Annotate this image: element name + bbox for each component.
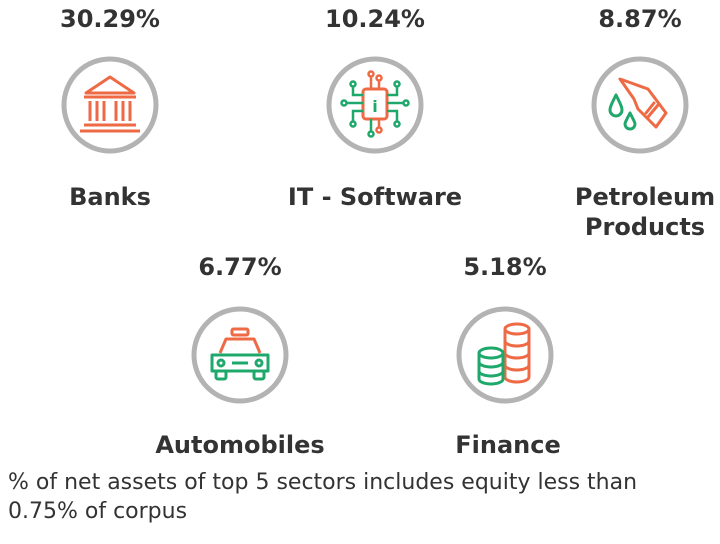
chip-icon: i (325, 55, 425, 155)
coins-icon (455, 305, 555, 405)
svg-text:i: i (372, 97, 377, 116)
sector-name-finance: Finance (455, 431, 561, 459)
sector-percent-petroleum-products: 8.87% (598, 5, 682, 33)
sector-name-banks: Banks (69, 183, 151, 211)
sector-percent-banks: 30.29% (60, 5, 160, 33)
sector-name-petroleum-products: Petroleum Products (535, 182, 720, 242)
bank-icon (60, 55, 160, 155)
sector-percent-automobiles: 6.77% (198, 253, 282, 281)
sector-percent-finance: 5.18% (463, 253, 547, 281)
sector-name-it-software: IT - Software (287, 183, 463, 211)
sector-name-line1: Petroleum (574, 183, 716, 211)
sector-name-line2: Products (584, 213, 706, 241)
fuel-nozzle-icon (590, 55, 690, 155)
sector-percent-it-software: 10.24% (325, 5, 425, 33)
sector-name-automobiles: Automobiles (155, 431, 325, 459)
footnote: % of net assets of top 5 sectors include… (8, 470, 638, 524)
car-icon (190, 305, 290, 405)
